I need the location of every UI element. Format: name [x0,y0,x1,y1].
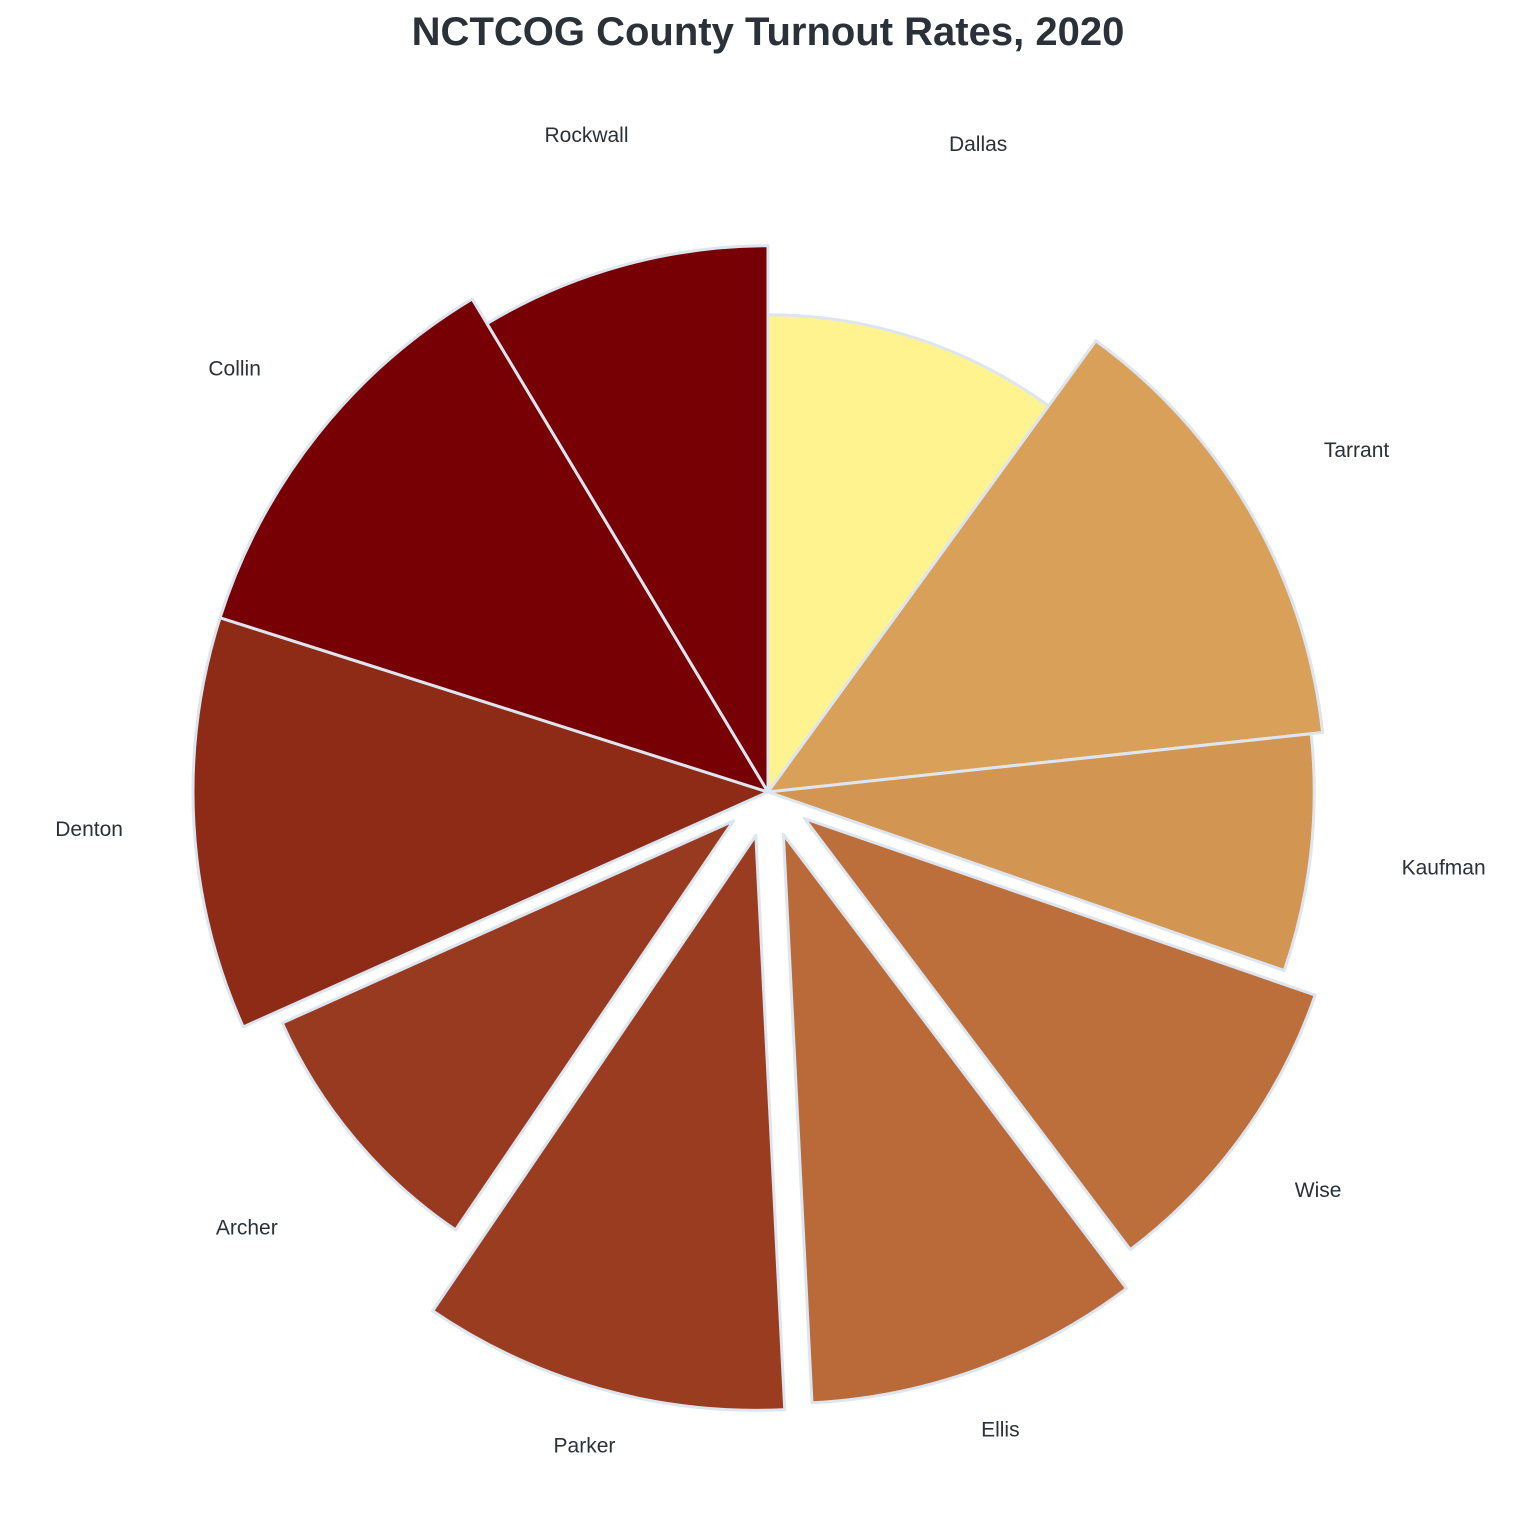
pie-label-kaufman: Kaufman [1402,856,1486,879]
pie-slice-tarrant [766,339,1325,794]
pie-slice-kaufman [766,732,1316,973]
pie-label-wise: Wise [1295,1179,1342,1202]
pie-label-dallas: Dallas [949,133,1007,156]
pie-label-collin: Collin [208,358,261,381]
pie-label-parker: Parker [554,1434,616,1457]
pie-slice-wise [802,816,1317,1252]
pie-label-denton: Denton [55,818,123,841]
pie-labels: Dallas Tarrant Kaufman Wise Ellis Parker Arche… [55,124,1485,1457]
pie-slice-denton [191,616,770,1029]
pie-slice-parker [431,833,787,1412]
pie-slice-ellis [781,832,1129,1405]
pie-label-tarrant: Tarrant [1324,439,1390,462]
pie-label-rockwall: Rockwall [544,124,628,147]
pie-label-archer: Archer [216,1216,278,1239]
chart-title: NCTCOG County Turnout Rates, 2020 [411,10,1125,54]
pie-slice-archer [280,819,736,1232]
pie-label-ellis: Ellis [981,1419,1020,1442]
pie-slice-collin [218,297,770,794]
pie-slice-rockwall [485,244,770,794]
pie-slices [191,244,1325,1412]
pie-slice-dallas [766,313,1051,794]
